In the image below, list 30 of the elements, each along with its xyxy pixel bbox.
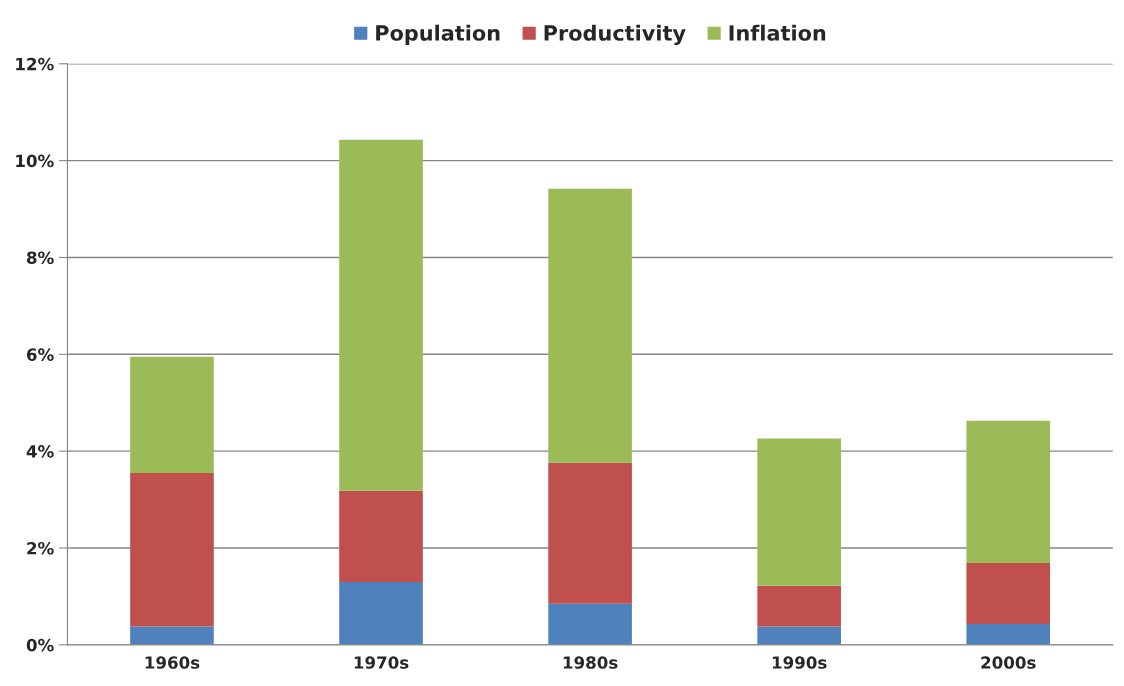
bar — [130, 356, 214, 473]
bar — [966, 420, 1051, 564]
y-tick-label: 8% — [26, 251, 54, 265]
bar — [548, 462, 632, 604]
bar — [130, 626, 214, 645]
bar — [966, 624, 1051, 645]
y-tick-label: 0% — [26, 638, 54, 652]
bar — [966, 563, 1051, 625]
bar — [130, 472, 214, 627]
bar — [757, 626, 841, 645]
bar — [339, 490, 423, 582]
bar — [339, 139, 423, 491]
bar — [548, 188, 632, 463]
legend-label: Productivity — [544, 24, 686, 46]
y-tick-label: 12% — [16, 57, 54, 71]
bar — [548, 603, 632, 645]
y-tick-label: 10% — [16, 154, 54, 168]
y-tick-label: 6% — [26, 348, 54, 361]
x-tick-label: 1980s — [563, 656, 618, 669]
bar — [339, 581, 423, 645]
bar — [757, 438, 841, 586]
x-tick-label: 2000s — [981, 656, 1036, 669]
bar — [757, 585, 841, 627]
legend-label: Inflation — [729, 24, 826, 41]
x-tick-label: 1960s — [145, 656, 200, 669]
legend-label: Population — [376, 24, 500, 45]
y-tick-label: 4% — [26, 445, 54, 458]
x-tick-label: 1970s — [354, 656, 409, 669]
y-tick-label: 2% — [27, 541, 54, 555]
x-tick-label: 1990s — [772, 656, 827, 669]
